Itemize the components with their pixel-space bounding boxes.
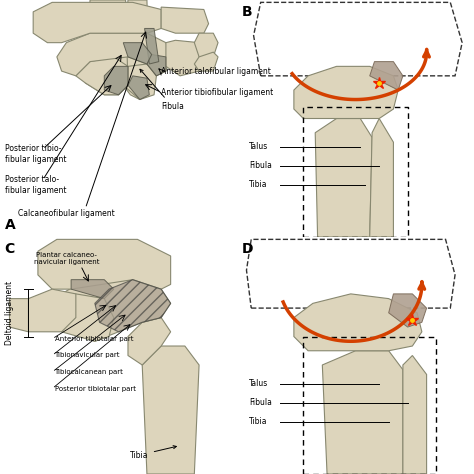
Polygon shape — [9, 299, 28, 332]
Polygon shape — [142, 346, 199, 474]
Polygon shape — [294, 66, 398, 118]
Polygon shape — [28, 289, 76, 332]
Polygon shape — [370, 62, 403, 90]
Text: Talus: Talus — [249, 380, 268, 388]
Text: Anterior talofibular ligament: Anterior talofibular ligament — [161, 67, 271, 75]
Polygon shape — [294, 294, 422, 351]
Text: B: B — [242, 5, 252, 19]
Polygon shape — [118, 64, 156, 100]
Polygon shape — [123, 43, 152, 64]
Text: Posterior talo-
fibular ligament: Posterior talo- fibular ligament — [5, 175, 66, 194]
Polygon shape — [194, 33, 218, 57]
Polygon shape — [128, 318, 171, 365]
Polygon shape — [194, 52, 218, 71]
Text: Tibiocalcanean part: Tibiocalcanean part — [55, 369, 123, 375]
Text: Talus: Talus — [249, 143, 268, 151]
Text: Calcaneofibular ligament: Calcaneofibular ligament — [18, 209, 115, 218]
Text: Deltoid ligament: Deltoid ligament — [5, 281, 14, 345]
Polygon shape — [147, 55, 166, 76]
Polygon shape — [57, 33, 171, 76]
Polygon shape — [389, 294, 427, 327]
Text: Fibula: Fibula — [249, 162, 272, 170]
Polygon shape — [38, 239, 171, 289]
Polygon shape — [33, 2, 161, 43]
Polygon shape — [403, 356, 427, 474]
Text: D: D — [242, 242, 253, 256]
Text: Fibula: Fibula — [249, 399, 272, 407]
Text: Anterior tibiofibular ligament: Anterior tibiofibular ligament — [161, 88, 273, 97]
Polygon shape — [57, 280, 171, 341]
Text: Tibia: Tibia — [249, 181, 267, 189]
Text: Fibula: Fibula — [140, 69, 184, 111]
Text: Tibia: Tibia — [249, 418, 267, 426]
Polygon shape — [166, 40, 204, 76]
Polygon shape — [76, 57, 128, 95]
Polygon shape — [85, 0, 128, 95]
Polygon shape — [71, 280, 114, 299]
Polygon shape — [370, 118, 393, 237]
Polygon shape — [95, 280, 171, 332]
Polygon shape — [161, 7, 209, 33]
Polygon shape — [123, 0, 149, 100]
Polygon shape — [128, 76, 149, 100]
Text: Tibionavicular part: Tibionavicular part — [55, 353, 120, 358]
Text: Plantar calcaneo-
navicular ligament: Plantar calcaneo- navicular ligament — [34, 252, 99, 265]
Polygon shape — [145, 28, 159, 64]
Text: Tibia: Tibia — [130, 446, 176, 459]
Text: C: C — [5, 242, 15, 256]
Text: Posterior tibiotalar part: Posterior tibiotalar part — [55, 386, 136, 392]
Polygon shape — [47, 294, 114, 341]
Polygon shape — [322, 351, 403, 474]
Text: A: A — [5, 218, 16, 232]
Polygon shape — [315, 118, 372, 237]
Text: Anterior tibiotalar part: Anterior tibiotalar part — [55, 336, 133, 342]
Text: Posterior tibio-
fibular ligament: Posterior tibio- fibular ligament — [5, 145, 66, 164]
Polygon shape — [104, 66, 128, 95]
